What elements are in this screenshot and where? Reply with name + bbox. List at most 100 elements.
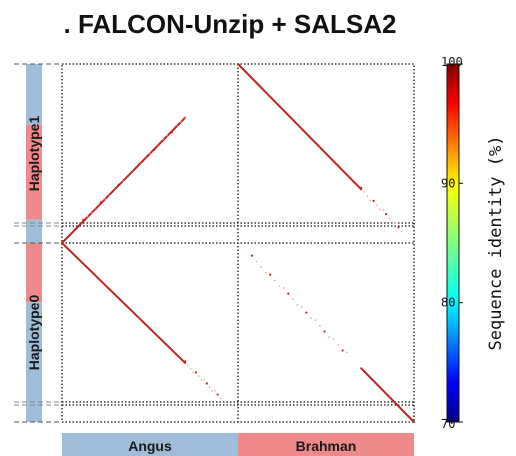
alignment-dot — [292, 298, 294, 301]
alignment-dot — [319, 325, 321, 327]
alignment-dot — [394, 222, 397, 224]
alignment-dot — [203, 378, 205, 381]
alignment-dot — [122, 180, 124, 183]
alignment-dot — [216, 393, 219, 396]
x-band — [238, 433, 414, 456]
alignment-dot — [86, 215, 89, 218]
alignment-dot — [126, 177, 129, 179]
alignment-dot — [162, 138, 164, 140]
alignment-dot — [153, 148, 156, 151]
dotplot-panels — [61, 63, 415, 423]
colorbar-tick-label: 90 — [441, 176, 455, 190]
alignment-dot — [208, 386, 211, 388]
colorbar-title: Sequence identity (%) — [486, 136, 506, 351]
alignment-dot — [135, 166, 138, 169]
alignment-dot — [82, 218, 85, 222]
alignment-dot — [375, 204, 378, 206]
alignment-dot — [346, 351, 348, 354]
colorbar: 70 80 90 100 Sequence identity (%) — [441, 55, 506, 431]
alignment-line — [61, 116, 187, 244]
alignment-dot — [332, 338, 335, 340]
y-band-segment — [26, 124, 42, 220]
colorbar-tick-label: 100 — [441, 55, 463, 69]
y-band-label: Haplotype0 — [26, 295, 42, 371]
alignment-dot — [157, 145, 160, 148]
alignment-dot — [273, 279, 276, 282]
y-band-segment — [26, 243, 42, 303]
alignment-dot — [95, 208, 98, 211]
alignment-dot — [113, 187, 115, 190]
alignment-dot — [91, 212, 93, 214]
alignment-dot — [187, 364, 189, 366]
alignment-dot — [175, 124, 178, 126]
alignment-dot — [382, 209, 384, 211]
x-band-label: Brahman — [296, 438, 357, 454]
alignment-dot — [197, 375, 200, 377]
alignment-dot — [360, 186, 363, 189]
alignment-dot — [366, 195, 369, 197]
alignment-dot — [170, 131, 173, 134]
alignment-dot — [314, 319, 317, 321]
alignment-dot — [264, 271, 267, 274]
y-band-label: Haplotype1 — [26, 116, 42, 192]
alignment-dot — [369, 199, 372, 202]
alignment-dot — [287, 292, 290, 295]
alignment-dot — [400, 230, 403, 233]
alignment-dot — [144, 155, 147, 158]
alignment-dot — [184, 117, 186, 120]
alignment-dot — [296, 304, 299, 306]
colorbar-ticks: 70 80 90 100 — [441, 55, 463, 431]
x-axis-breed-bands: Angus Brahman — [62, 433, 414, 456]
alignment-dot — [219, 397, 222, 400]
x-band — [62, 433, 238, 456]
alignment-dot — [391, 221, 394, 224]
alignment-dot — [282, 287, 285, 289]
alignment-dot — [385, 212, 388, 216]
alignment-dot — [301, 306, 303, 308]
y-band-segment — [26, 64, 42, 125]
alignment-dot — [194, 371, 198, 374]
alignment-dot — [255, 260, 258, 263]
alignment-dot — [379, 208, 381, 211]
alignment-dot — [99, 201, 102, 204]
alignment-dot — [104, 198, 107, 200]
alignment-dot — [260, 266, 262, 268]
alignment-dot — [184, 360, 187, 363]
alignment-dot — [328, 336, 330, 338]
alignment-dot — [388, 217, 391, 220]
alignment-dot — [363, 191, 366, 193]
alignment-dot — [269, 273, 272, 276]
alignment-dot — [337, 343, 339, 346]
alignment-dot — [211, 390, 214, 392]
alignment-dot — [148, 152, 151, 155]
alignment-dot — [323, 330, 326, 333]
alignment-dot — [205, 382, 208, 385]
alignment-dot — [140, 163, 142, 165]
alignment-dot — [131, 169, 133, 172]
colorbar-tick-label: 80 — [441, 296, 455, 310]
y-axis-haplotype-bands: Haplotype1 Haplotype0 — [14, 63, 62, 423]
alignment-dot — [179, 120, 182, 123]
alignment-dot — [192, 371, 195, 374]
colorbar-tick-label: 70 — [441, 417, 455, 431]
alignment-dot — [166, 134, 169, 137]
colorbar-gradient — [446, 63, 460, 423]
alignment-line — [360, 367, 415, 423]
alignment-dot — [108, 194, 111, 197]
y-band-segment — [26, 302, 42, 422]
alignment-dot — [189, 367, 192, 370]
alignment-dot — [214, 390, 216, 392]
alignment-dot — [200, 379, 203, 381]
alignment-line — [61, 242, 187, 364]
alignment-dot — [305, 311, 308, 314]
alignment-dot — [250, 254, 254, 257]
alignment-dot — [341, 349, 344, 352]
alignment-dot — [310, 317, 312, 320]
chart-title: . FALCON-Unzip + SALSA2 — [64, 9, 397, 39]
alignment-dot — [278, 285, 281, 287]
alignment-line — [237, 63, 363, 191]
x-band-label: Angus — [128, 438, 172, 454]
alignment-dot — [117, 183, 120, 186]
alignment-dot — [372, 199, 375, 202]
